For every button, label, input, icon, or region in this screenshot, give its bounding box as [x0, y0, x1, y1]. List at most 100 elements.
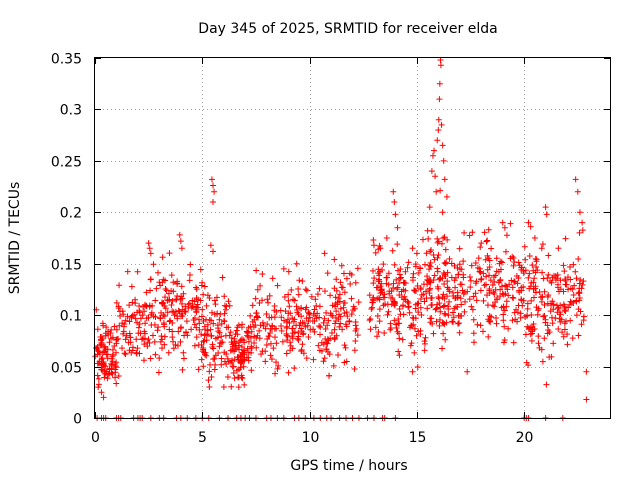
data-point	[340, 270, 347, 277]
data-point	[146, 339, 153, 346]
data-point	[210, 345, 217, 352]
data-point	[420, 281, 427, 288]
data-point	[325, 348, 332, 355]
data-point	[280, 265, 287, 272]
data-point	[322, 325, 329, 332]
data-point	[484, 292, 491, 299]
data-point	[537, 294, 544, 301]
data-point	[173, 296, 180, 303]
data-point	[178, 300, 185, 307]
data-point	[179, 295, 186, 302]
data-point	[316, 285, 323, 292]
data-point	[377, 245, 384, 252]
data-point	[215, 325, 222, 332]
data-point	[203, 316, 210, 323]
data-point	[148, 309, 155, 316]
data-point	[411, 325, 418, 332]
data-point	[441, 302, 448, 309]
data-point	[251, 339, 258, 346]
data-point	[320, 358, 327, 365]
data-point	[181, 308, 188, 315]
data-point	[269, 275, 276, 282]
data-point	[211, 366, 218, 373]
data-point	[343, 323, 350, 330]
data-point	[212, 352, 219, 359]
data-point	[348, 311, 355, 318]
data-point	[256, 327, 263, 334]
data-point	[415, 328, 422, 335]
data-point	[424, 227, 431, 234]
data-point	[538, 245, 545, 252]
data-point	[472, 259, 479, 266]
data-point	[176, 231, 183, 238]
data-point	[329, 312, 336, 319]
data-point	[298, 346, 305, 353]
data-point	[510, 295, 517, 302]
data-point	[336, 323, 343, 330]
data-point	[354, 265, 361, 272]
data-point	[208, 176, 215, 183]
data-point	[384, 311, 391, 318]
data-point	[369, 299, 376, 306]
data-point	[546, 329, 553, 336]
data-point	[429, 320, 436, 327]
data-point	[295, 286, 302, 293]
data-point	[240, 363, 247, 370]
data-point	[417, 295, 424, 302]
data-point	[206, 368, 213, 375]
data-point	[161, 313, 168, 320]
data-point	[384, 274, 391, 281]
data-point	[265, 299, 272, 306]
data-point	[388, 288, 395, 295]
data-point	[310, 326, 317, 333]
data-point	[101, 374, 108, 381]
data-point	[238, 343, 245, 350]
data-point	[427, 263, 434, 270]
data-point	[435, 116, 442, 123]
data-point	[563, 281, 570, 288]
data-point	[133, 349, 140, 356]
data-point	[149, 302, 156, 309]
data-point	[504, 286, 511, 293]
data-point	[212, 301, 219, 308]
data-point	[160, 276, 167, 283]
data-point	[174, 342, 181, 349]
data-point	[241, 381, 248, 388]
data-point	[210, 320, 217, 327]
data-point	[218, 361, 225, 368]
data-point	[269, 326, 276, 333]
data-point	[541, 301, 548, 308]
data-point	[201, 332, 208, 339]
data-point	[396, 271, 403, 278]
data-point	[245, 330, 252, 337]
data-point	[475, 255, 482, 262]
data-point	[542, 204, 549, 211]
data-point	[574, 188, 581, 195]
data-point	[460, 271, 467, 278]
data-point	[421, 338, 428, 345]
data-point	[102, 346, 109, 353]
data-point	[103, 368, 110, 375]
data-point	[272, 370, 279, 377]
data-point	[147, 250, 154, 257]
data-point	[188, 326, 195, 333]
data-point	[147, 355, 154, 362]
data-point	[385, 281, 392, 288]
data-point	[95, 347, 102, 354]
data-point	[183, 328, 190, 335]
data-point	[308, 293, 315, 300]
data-point	[493, 320, 500, 327]
data-point	[429, 152, 436, 159]
data-point	[413, 250, 420, 257]
data-point	[509, 284, 516, 291]
data-point	[383, 235, 390, 241]
data-point	[136, 320, 143, 327]
data-point	[477, 244, 484, 251]
data-point	[153, 285, 160, 292]
data-point	[113, 336, 120, 343]
data-point	[295, 333, 302, 340]
data-point	[411, 349, 418, 356]
data-point	[264, 296, 271, 303]
data-point	[367, 326, 374, 333]
data-point	[451, 277, 458, 284]
